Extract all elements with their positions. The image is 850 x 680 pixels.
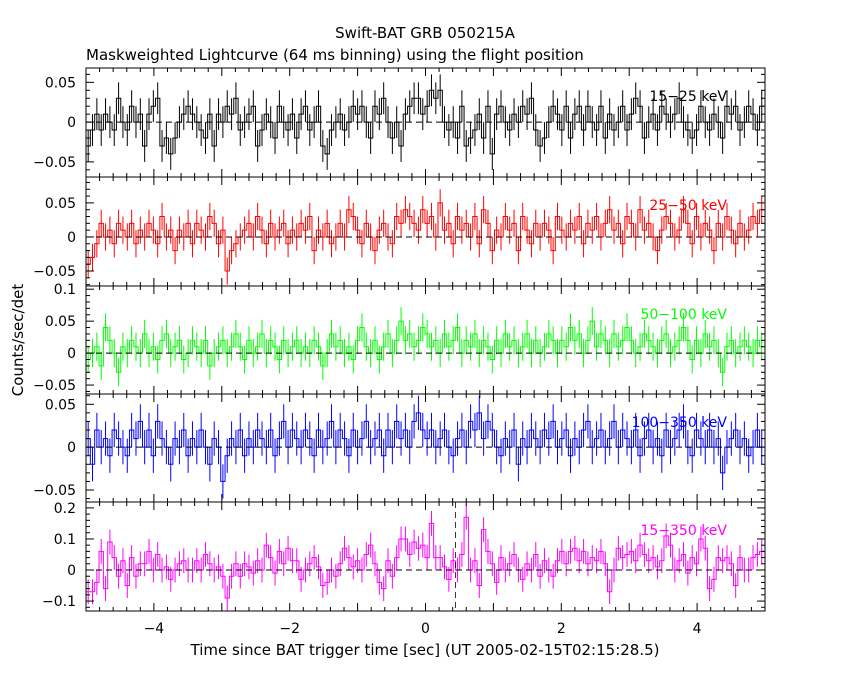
lightcurve-series [86,202,764,272]
y-tick-label: 0 [67,346,76,362]
y-tick-label: 0.1 [54,532,76,548]
lightcurve-series [86,89,764,155]
x-tick-label: −4 [144,621,165,637]
y-tick-label: −0.05 [33,155,76,171]
energy-band-label: 15−25 keV [649,89,727,105]
y-tick-label: 0.05 [45,314,76,330]
panel-frame [85,501,766,612]
y-tick-label: 0.05 [45,397,76,413]
panel-50-100-kev: −0.05 0 0.05 0.1 50−100 keV [33,282,766,395]
panel-15-350-kev: −0.1 0 0.1 0.2 15−350 keV [42,501,766,612]
y-tick-label: 0 [67,563,76,579]
y-tick-label: 0 [67,440,76,456]
y-tick-label: 0 [67,230,76,246]
y-tick-label: −0.05 [33,378,76,394]
y-tick-label: 0.05 [45,196,76,212]
y-tick-label: 0.05 [45,75,76,91]
y-tick-label: −0.1 [42,594,76,610]
y-axis-label: Counts/sec/det [9,284,27,397]
chart-title: Swift-BAT GRB 050215A [335,24,515,42]
panel-25-50-kev: −0.05 0 0.05 25−50 keV [33,176,766,287]
x-tick-label: −2 [279,621,300,637]
y-tick-label: 0 [67,115,76,131]
x-axis-label: Time since BAT trigger time [sec] (UT 20… [190,641,660,659]
energy-band-label: 50−100 keV [640,307,727,323]
x-tick-label: 0 [421,621,430,637]
y-tick-label: 0.1 [54,282,76,298]
lightcurve-series [86,516,764,599]
panel-100-350-kev: −0.05 0 0.05 100−350 keV [33,393,766,503]
chart-subtitle: Maskweighted Lightcurve (64 ms binning) … [86,46,584,64]
y-tick-label: −0.05 [33,483,76,499]
energy-band-label: 15−350 keV [640,523,727,539]
y-tick-label: 0.2 [54,501,76,517]
energy-band-label: 100−350 keV [632,415,728,431]
y-tick-label: −0.05 [33,264,76,280]
lightcurve-series [86,412,764,482]
lightcurve-series [86,320,764,373]
x-tick-label: 2 [557,621,566,637]
x-tick-label: 4 [693,621,702,637]
energy-band-label: 25−50 keV [649,198,727,214]
panel-15-25-kev: −0.05 0 0.05 15−25 keV [33,67,766,178]
